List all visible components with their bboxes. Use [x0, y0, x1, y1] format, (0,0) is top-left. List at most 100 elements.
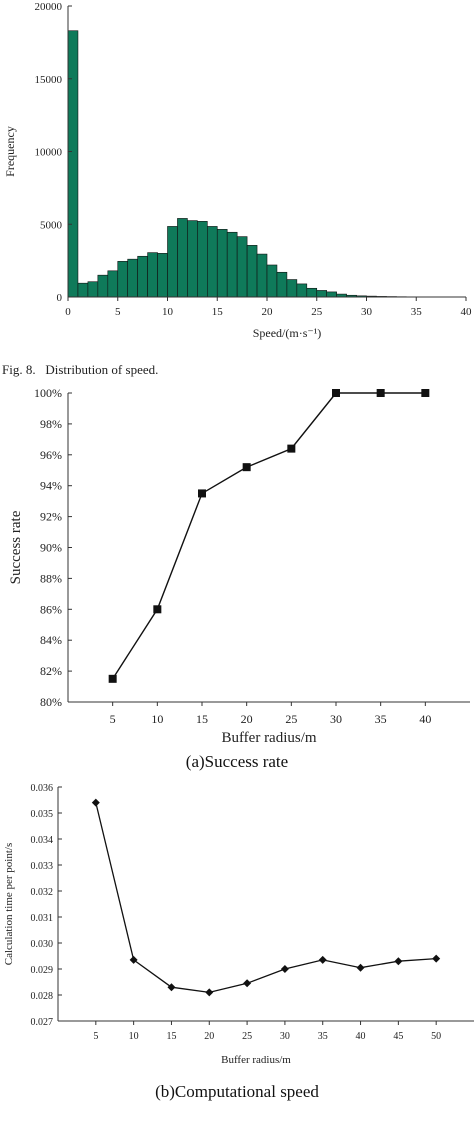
data-point-marker: [242, 463, 251, 472]
x-tick-label: 25: [285, 712, 297, 726]
y-tick-label: 88%: [40, 571, 62, 585]
x-tick-label: 30: [280, 1031, 290, 1042]
histogram-bar: [316, 290, 327, 298]
data-point-marker: [421, 389, 430, 397]
y-tick-label: 0.033: [31, 861, 54, 872]
y-tick-label: 0.029: [31, 965, 54, 976]
success-rate-panel: 80% 82% 84% 86% 88% 90% 92% 94% 96% 98% 100% 5 10 15 2…: [0, 382, 474, 752]
figure-8-caption: Fig. 8. Distribution of speed.: [2, 362, 159, 377]
histogram-bar: [127, 258, 138, 298]
data-point-marker: [198, 489, 206, 498]
computation-time-chart: 0.027 0.028 0.029 0.030 0.031 0.032 0.033 0.034…: [3, 783, 474, 1066]
x-axis-title: Buffer radius/m: [221, 730, 316, 746]
data-point-marker: [108, 674, 117, 683]
y-tick-label: 100%: [34, 386, 62, 400]
x-tick-label: 25: [311, 306, 323, 318]
data-point-marker: [394, 957, 403, 966]
x-tick-label: 40: [356, 1031, 366, 1042]
data-point-marker: [91, 798, 100, 807]
success-rate-line: [112, 392, 426, 680]
histogram-bar: [77, 282, 89, 298]
x-axis-title: Buffer radius/m: [221, 1054, 291, 1066]
histogram-bar: [137, 255, 148, 298]
x-tick-label: 35: [318, 1031, 328, 1042]
x-tick-label: 20: [241, 712, 253, 726]
histogram-bar: [256, 253, 268, 298]
x-tick-label: 35: [375, 712, 387, 726]
y-tick-label: 20000: [35, 1, 63, 13]
y-tick-label: 0.032: [31, 887, 54, 898]
x-tick-label: 10: [162, 306, 174, 318]
y-axis-title: Calculation time per point/s: [3, 843, 15, 966]
histogram-bar: [266, 264, 278, 298]
histogram-bar: [87, 281, 99, 298]
y-tick-label: 0.028: [31, 991, 54, 1002]
x-tick-label: 5: [110, 712, 116, 726]
x-tick-label: 20: [262, 306, 274, 318]
x-tick-label: 50: [431, 1031, 441, 1042]
histogram-bar: [197, 221, 208, 298]
y-tick-label: 82%: [40, 664, 62, 678]
y-tick-label: 84%: [40, 633, 62, 647]
y-tick-label: 0.034: [31, 835, 54, 846]
y-tick-label: 80%: [40, 695, 62, 709]
calculation-time-line: [95, 802, 437, 994]
speed-histogram-panel: 0 5000 10000 15000 20000 0 5 10 15 20 25 30 35 40 Spee…: [0, 0, 474, 350]
y-tick-label: 94%: [40, 479, 62, 493]
success-rate-chart: 80% 82% 84% 86% 88% 90% 92% 94% 96% 98% 100% 5 10 15 2…: [8, 386, 470, 746]
subcaption-success-rate: (a)Success rate: [185, 752, 289, 771]
histogram-bar: [117, 261, 128, 298]
x-tick-label: 30: [330, 712, 342, 726]
histogram-bar: [177, 218, 188, 298]
subcaption-computational-speed: (b)Computational speed: [155, 1082, 319, 1101]
data-point-marker: [432, 954, 441, 963]
y-tick-label: 10000: [35, 147, 63, 159]
y-tick-label: 86%: [40, 602, 62, 616]
histogram-bar: [167, 226, 178, 298]
y-tick-label: 0: [57, 292, 63, 304]
x-tick-label: 15: [166, 1031, 176, 1042]
x-tick-label: 15: [196, 712, 208, 726]
histogram-bar: [216, 229, 228, 298]
y-tick-label: 15000: [35, 74, 63, 86]
x-tick-label: 40: [461, 306, 473, 318]
data-point-marker: [318, 955, 327, 964]
y-tick-label: 98%: [40, 417, 62, 431]
x-tick-label: 40: [419, 712, 431, 726]
y-tick-label: 0.031: [31, 913, 54, 924]
histogram-bar: [157, 253, 168, 298]
y-axis-title: Frequency: [3, 126, 17, 177]
x-tick-label: 15: [212, 306, 224, 318]
data-point-marker: [280, 965, 289, 973]
histogram-bar: [226, 231, 238, 298]
x-tick-label: 5: [115, 306, 121, 318]
histogram-bar: [236, 236, 248, 298]
y-axis-title: Success rate: [8, 510, 24, 584]
histogram-bar: [326, 291, 337, 298]
speed-histogram-chart: 0 5000 10000 15000 20000 0 5 10 15 20 25 30 35 40 Spee…: [3, 1, 473, 340]
histogram-bar: [306, 287, 318, 298]
x-tick-label: 5: [93, 1031, 98, 1042]
x-tick-label: 35: [411, 306, 423, 318]
y-tick-label: 0.036: [31, 783, 54, 794]
x-tick-label: 25: [242, 1031, 252, 1042]
data-point-marker: [287, 444, 296, 453]
histogram-bar: [97, 274, 109, 298]
data-point-marker: [376, 389, 385, 397]
x-tick-label: 30: [361, 306, 373, 318]
data-point-marker: [129, 955, 138, 964]
data-point-marker: [205, 988, 214, 997]
y-tick-label: 0.030: [31, 939, 54, 950]
x-tick-label: 0: [65, 306, 71, 318]
y-tick-label: 5000: [40, 219, 63, 231]
data-point-marker: [356, 963, 365, 972]
x-tick-label: 10: [151, 712, 163, 726]
computation-time-panel: 0.027 0.028 0.029 0.030 0.031 0.032 0.033 0.034…: [0, 776, 474, 1072]
data-point-marker: [153, 605, 162, 614]
data-point-marker: [332, 389, 340, 397]
y-tick-label: 90%: [40, 541, 62, 555]
y-tick-label: 92%: [40, 510, 62, 524]
data-point-marker: [167, 983, 176, 992]
histogram-bar: [246, 245, 258, 298]
x-tick-label: 45: [393, 1031, 403, 1042]
